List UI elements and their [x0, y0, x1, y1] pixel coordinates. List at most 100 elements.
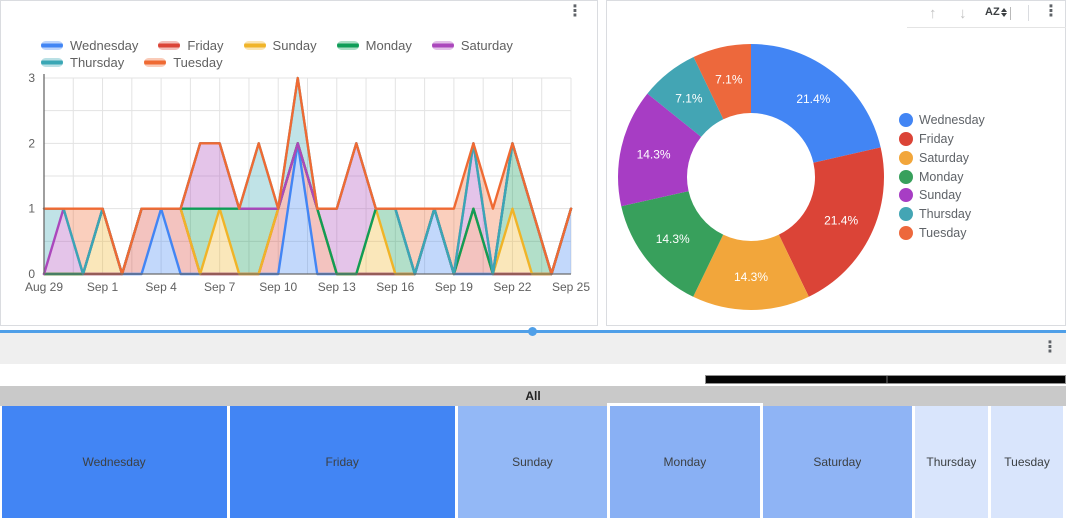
scrollbar-seam: [886, 376, 888, 383]
series-line-tuesday[interactable]: [42, 76, 573, 276]
pie-slice-label: 21.4%: [824, 213, 858, 227]
treemap-root-label: All: [525, 389, 541, 403]
pie-legend-dot-sunday: [899, 188, 913, 202]
x-tick-label: Sep 4: [145, 280, 177, 294]
toolbar-cursor-bar: [1010, 7, 1011, 20]
pie-slice-label: 7.1%: [715, 72, 743, 86]
treemap-cell-label: Wednesday: [82, 455, 146, 469]
sort-az-label: AZ: [985, 6, 1000, 18]
area-band-wednesday: [44, 143, 571, 274]
pie-legend-dot-monday: [899, 170, 913, 184]
area-band-saturday: [44, 143, 571, 274]
treemap-cell-label: Friday: [325, 455, 359, 469]
row-resize-handle[interactable]: [528, 327, 537, 336]
legend-label: Thursday: [70, 55, 125, 70]
x-tick-label: Sep 16: [376, 280, 414, 294]
treemap-cell-label: Saturday: [813, 455, 862, 469]
timeline-chart-panel: ⋮ Wednesday Friday Sunday Monday Saturday Thu…: [0, 0, 598, 326]
legend-label: Monday: [365, 38, 412, 53]
treemap-cell-monday[interactable]: Monday: [610, 406, 760, 518]
legend-swatch-icon: [243, 41, 266, 50]
pie-legend-label: Monday: [919, 170, 964, 184]
legend-label: Sunday: [272, 38, 317, 53]
x-tick-label: Sep 7: [204, 280, 236, 294]
x-tick-label: Sep 13: [318, 280, 356, 294]
x-tick-label: Sep 10: [259, 280, 297, 294]
treemap-cell-sunday[interactable]: Sunday: [457, 406, 608, 518]
pie-slice-monday[interactable]: [621, 191, 724, 297]
y-tick-label: 1: [28, 202, 35, 216]
treemap-cell-label: Tuesday: [1004, 455, 1050, 469]
legend-swatch-icon: [431, 41, 454, 50]
legend-label: Wednesday: [70, 38, 139, 53]
chart-menu-icon[interactable]: ⋮: [1043, 3, 1059, 20]
toolbar-underline: [907, 27, 1066, 28]
pie-slice-saturday[interactable]: [693, 234, 809, 310]
area-band-sunday: [44, 143, 571, 274]
legend-item-monday: Monday: [336, 37, 412, 54]
x-tick-label: Sep 22: [493, 280, 531, 294]
legend-swatch-icon: [41, 41, 63, 50]
pie-slice-friday[interactable]: [778, 147, 884, 297]
pie-slice-label: 14.3%: [656, 232, 690, 246]
y-tick-label: 2: [28, 136, 35, 150]
pie-legend-label: Sunday: [919, 188, 962, 202]
move-up-icon[interactable]: ↑: [929, 5, 937, 22]
move-down-icon[interactable]: ↓: [959, 5, 967, 22]
legend-item-thursday: Thursday: [41, 54, 124, 71]
pie-slice-label: 7.1%: [675, 92, 703, 106]
sort-updown-arrows: [1000, 7, 1007, 17]
legend-item-tuesday: Tuesday: [144, 54, 223, 71]
donut-chart-panel: ↑ ↓ AZ ⋮ 21.4% 21.4% 14.3% 14.3% 14.3% 7.1% 7.…: [606, 0, 1066, 326]
treemap-cell-label: Thursday: [926, 455, 977, 469]
legend-swatch-icon: [41, 58, 63, 67]
pie-slice-label: 21.4%: [796, 92, 830, 106]
legend-swatch-icon: [158, 41, 181, 50]
treemap-cell-friday[interactable]: Friday: [229, 406, 455, 518]
legend-swatch-icon: [336, 41, 359, 50]
pie-legend-label: Wednesday: [919, 113, 986, 127]
treemap-cell-thursday[interactable]: Thursday: [915, 406, 988, 518]
pie-legend-label: Friday: [919, 132, 954, 146]
pie-slice-sunday[interactable]: [618, 93, 702, 207]
legend-label: Tuesday: [173, 55, 223, 70]
treemap-cell-label: Sunday: [512, 455, 553, 469]
legend-label: Saturday: [460, 38, 513, 53]
pie-legend-label: Tuesday: [919, 226, 967, 240]
treemap-cell-saturday[interactable]: Saturday: [762, 406, 913, 518]
donut-chart[interactable]: 21.4% 21.4% 14.3% 14.3% 14.3% 7.1% 7.1% Wednesd…: [607, 1, 1065, 325]
legend-item-saturday: Saturday: [431, 37, 513, 54]
pie-slice-label: 14.3%: [637, 147, 671, 161]
sort-az-icon[interactable]: AZ: [985, 6, 1007, 18]
treemap-cell-tuesday[interactable]: Tuesday: [990, 406, 1064, 518]
legend-item-friday: Friday: [158, 37, 224, 54]
chart-menu-icon[interactable]: ⋮: [1042, 339, 1058, 356]
pie-legend-dot-saturday: [899, 151, 913, 165]
treemap-root-header[interactable]: All: [0, 386, 1066, 406]
pie-slice-label: 14.3%: [734, 270, 768, 284]
treemap-cell-wednesday[interactable]: Wednesday: [1, 406, 227, 518]
pie-slice-tuesday[interactable]: [693, 44, 751, 120]
y-tick-label: 3: [28, 71, 35, 85]
pie-legend-label: Saturday: [919, 151, 970, 165]
y-tick-label: 0: [28, 267, 35, 281]
pie-legend-dot-friday: [899, 132, 913, 146]
x-tick-label: Sep 1: [87, 280, 119, 294]
pie-legend-dot-wednesday: [899, 113, 913, 127]
x-tick-label: Sep 19: [435, 280, 473, 294]
treemap-chart: Wednesday Friday Sunday Monday Saturday Thurs…: [0, 406, 1066, 518]
treemap-cell-label: Monday: [663, 455, 707, 469]
pie-slice-thursday[interactable]: [647, 57, 724, 137]
legend-label: Friday: [187, 38, 224, 53]
scrollbar-thumb[interactable]: [705, 375, 1066, 384]
bottom-panel-toolbar: ⋮: [0, 333, 1066, 364]
pie-legend-label: Thursday: [919, 207, 972, 221]
pie-legend-dot-tuesday: [899, 226, 913, 240]
pie-legend-dot-thursday: [899, 207, 913, 221]
timeline-legend: Wednesday Friday Sunday Monday Saturday Thurs…: [41, 37, 586, 71]
chart-menu-icon[interactable]: ⋮: [567, 3, 583, 20]
stacked-area-chart[interactable]: 0 1 2 3 Aug 29 Sep 1 Sep 4 Sep 7 Sep 10 Sep 13 Sep…: [1, 1, 597, 325]
x-tick-label: Sep 25: [552, 280, 590, 294]
pie-slice-wednesday[interactable]: [751, 44, 881, 163]
